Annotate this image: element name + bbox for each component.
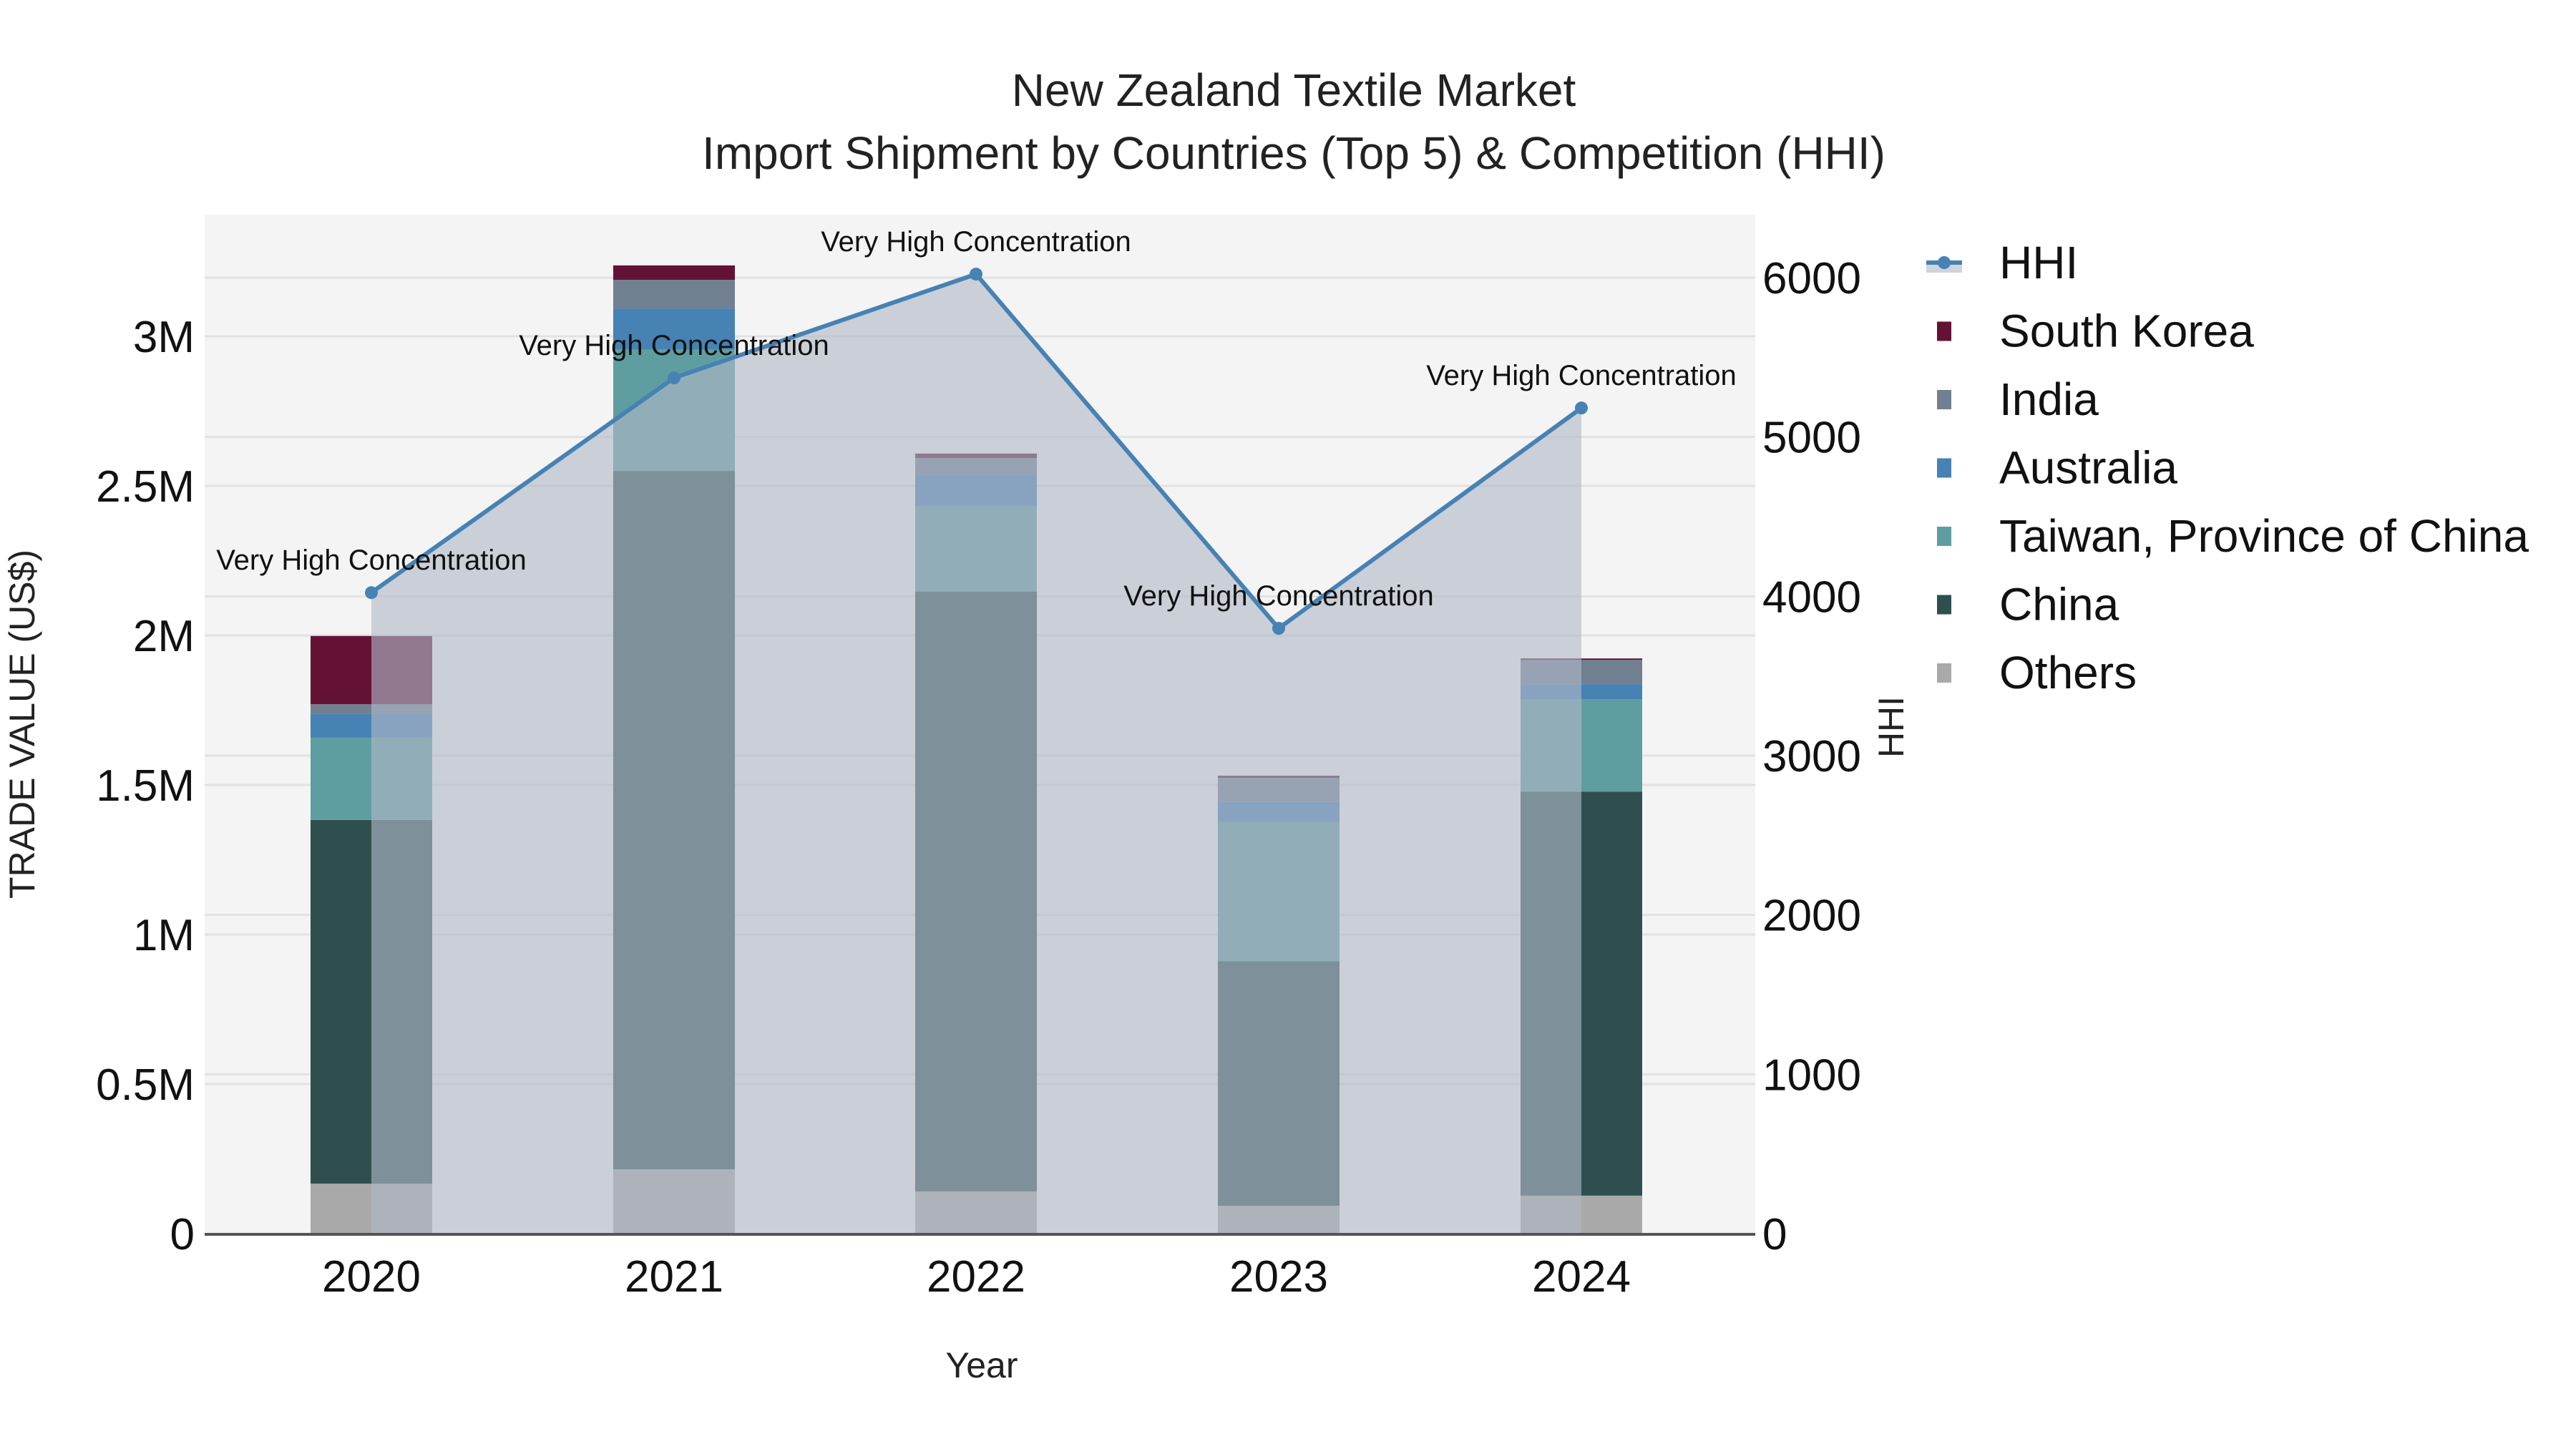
- y2-tick-label: 0: [1762, 1210, 1787, 1259]
- bar-segment-india[interactable]: [613, 279, 735, 309]
- hhi-point-2020[interactable]: [365, 586, 378, 600]
- hhi-point-2024[interactable]: [1575, 401, 1588, 415]
- legend-label: Taiwan, Province of China: [1999, 510, 2529, 562]
- y-tick-label: 3M: [133, 313, 195, 362]
- x-tick-label: 2024: [1532, 1252, 1631, 1302]
- hhi-series: [365, 268, 1588, 1234]
- x-tick-label: 2021: [625, 1252, 723, 1302]
- legend-marker-icon: [1938, 256, 1951, 269]
- annotation-2023: Very High Concentration: [1123, 580, 1434, 612]
- x-tick-label: 2022: [927, 1252, 1025, 1302]
- hhi-point-2021[interactable]: [668, 371, 680, 385]
- legend-item-australia[interactable]: Australia: [1937, 442, 2177, 494]
- y2-tick-label: 1000: [1762, 1050, 1861, 1100]
- y-axis-title: TRADE VALUE (US$): [2, 550, 42, 899]
- annotation-2020: Very High Concentration: [216, 545, 527, 576]
- legend-swatch: [1937, 527, 1951, 546]
- y-tick-label: 1.5M: [96, 761, 195, 811]
- y2-tick-label: 6000: [1762, 254, 1861, 303]
- legend: HHI South Korea India Australia Taiwan, Prov…: [1926, 237, 2529, 698]
- legend-label: India: [1999, 374, 2099, 425]
- legend-swatch: [1937, 390, 1951, 409]
- legend-item-hhi[interactable]: HHI: [1926, 237, 2078, 288]
- bar-segment-south-korea[interactable]: [613, 265, 735, 280]
- hhi-area: [371, 274, 1581, 1234]
- x-tick-label: 2023: [1229, 1252, 1328, 1302]
- y2-tick-label: 4000: [1762, 572, 1861, 622]
- y2-tick-label: 5000: [1762, 414, 1861, 463]
- chart-title: New Zealand Textile Market Import Shipme…: [702, 64, 1885, 179]
- hhi-point-2023[interactable]: [1272, 622, 1285, 635]
- legend-swatch: [1937, 595, 1951, 615]
- y-tick-label: 1M: [133, 911, 195, 960]
- annotations: Very High Concentration Very High Concent…: [216, 226, 1737, 612]
- legend-label: Australia: [1999, 442, 2177, 494]
- bar-segment-australia[interactable]: [613, 308, 735, 350]
- y2-tick-label: 3000: [1762, 732, 1861, 781]
- x-axis-ticks: 2020 2021 2022 2023 2024: [322, 1252, 1631, 1302]
- x-axis-title: Year: [945, 1345, 1018, 1385]
- annotation-2021: Very High Concentration: [519, 330, 829, 361]
- y2-axis-title: HHI: [1871, 696, 1911, 758]
- y-tick-label: 0.5M: [96, 1060, 195, 1110]
- legend-item-others[interactable]: Others: [1937, 647, 2137, 698]
- legend-swatch: [1937, 458, 1951, 478]
- annotation-2024: Very High Concentration: [1426, 360, 1737, 391]
- legend-item-taiwan-province-of-china[interactable]: Taiwan, Province of China: [1937, 510, 2529, 562]
- y-tick-label: 2M: [133, 612, 195, 661]
- legend-item-india[interactable]: India: [1937, 374, 2099, 425]
- legend-item-china[interactable]: China: [1937, 579, 2119, 630]
- legend-swatch: [1937, 663, 1951, 683]
- legend-label: HHI: [1999, 237, 2078, 288]
- legend-label: South Korea: [1999, 306, 2254, 357]
- hhi-point-2022[interactable]: [970, 268, 982, 281]
- annotation-2022: Very High Concentration: [821, 226, 1131, 258]
- y-tick-label: 2.5M: [96, 462, 195, 512]
- chart-subtitle: Import Shipment by Countries (Top 5) & C…: [702, 127, 1885, 179]
- legend-item-south-korea[interactable]: South Korea: [1937, 306, 2254, 357]
- legend-label: Others: [1999, 647, 2137, 698]
- legend-swatch: [1937, 321, 1951, 341]
- y2-tick-label: 2000: [1762, 892, 1861, 941]
- legend-label: China: [1999, 579, 2119, 630]
- chart-title-line-1: New Zealand Textile Market: [1012, 64, 1576, 116]
- y-axis-ticks: 0 0.5M 1M 1.5M 2M 2.5M 3M: [96, 313, 195, 1259]
- x-tick-label: 2020: [322, 1252, 421, 1302]
- y2-axis-ticks: 0 1000 2000 3000 4000 5000 6000: [1762, 254, 1861, 1259]
- y-tick-label: 0: [170, 1210, 195, 1259]
